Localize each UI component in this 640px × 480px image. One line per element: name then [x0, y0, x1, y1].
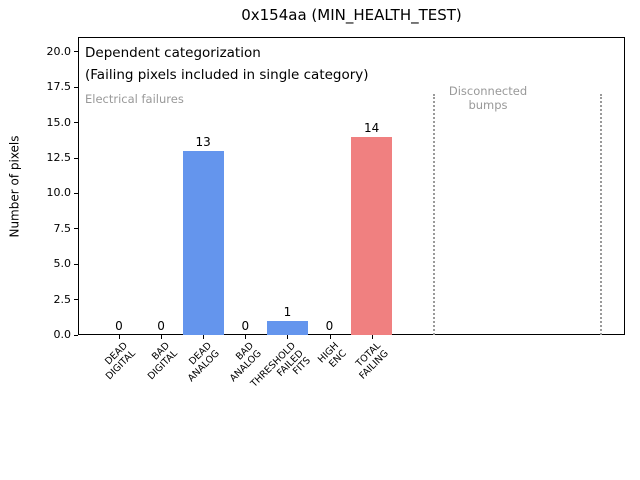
chart-title: 0x154aa (MIN_HEALTH_TEST) — [241, 6, 462, 24]
y-axis-label: Number of pixels — [7, 135, 22, 238]
annotation-disconnected-bumps: Disconnected bumps — [448, 84, 528, 112]
bar-value-label: 14 — [363, 120, 380, 135]
disconnected-region-right-dotted-line — [600, 94, 602, 335]
y-tick-mark — [74, 192, 78, 194]
x-tick-mark — [245, 335, 247, 339]
y-tick-mark — [74, 334, 78, 336]
y-tick-label: 15.0 — [46, 115, 72, 129]
y-tick-mark — [74, 299, 78, 301]
bar-value-label: 1 — [283, 304, 292, 319]
bar — [351, 136, 393, 335]
y-tick-mark — [74, 157, 78, 159]
y-tick-label: 0.0 — [53, 328, 72, 341]
y-tick-label: 2.5 — [53, 292, 72, 306]
bar-value-label: 13 — [195, 134, 211, 149]
bar-value-label: 0 — [157, 319, 165, 333]
annotation-electrical-failures: Electrical failures — [85, 92, 184, 106]
y-tick-label: 17.5 — [46, 80, 72, 94]
y-tick-mark — [74, 228, 78, 230]
y-tick-label: 5.0 — [53, 257, 72, 271]
bar-value-label: 0 — [115, 319, 123, 333]
y-tick-label: 7.5 — [53, 221, 72, 235]
x-tick-mark — [329, 335, 331, 339]
x-tick-mark — [119, 335, 120, 339]
y-tick-mark — [74, 122, 78, 124]
x-tick-mark — [203, 335, 205, 339]
bar-value-label: 0 — [325, 319, 334, 333]
annotation-dependent-categorization: Dependent categorization — [85, 45, 261, 61]
y-tick-mark — [74, 263, 78, 265]
y-tick-mark — [74, 51, 78, 53]
y-tick-label: 12.5 — [46, 151, 72, 165]
y-tick-label: 20.0 — [46, 44, 72, 58]
y-tick-mark — [74, 86, 78, 88]
bar-value-label: 0 — [241, 319, 250, 333]
x-tick-mark — [371, 335, 373, 339]
bar — [182, 150, 224, 335]
y-tick-label: 10.0 — [46, 186, 72, 200]
annotation-failing-pixels-note: (Failing pixels included in single categ… — [85, 67, 369, 83]
x-tick-mark — [161, 335, 163, 339]
x-tick-mark — [287, 335, 289, 339]
bar — [266, 320, 308, 335]
disconnected-region-left-dotted-line — [433, 94, 435, 335]
